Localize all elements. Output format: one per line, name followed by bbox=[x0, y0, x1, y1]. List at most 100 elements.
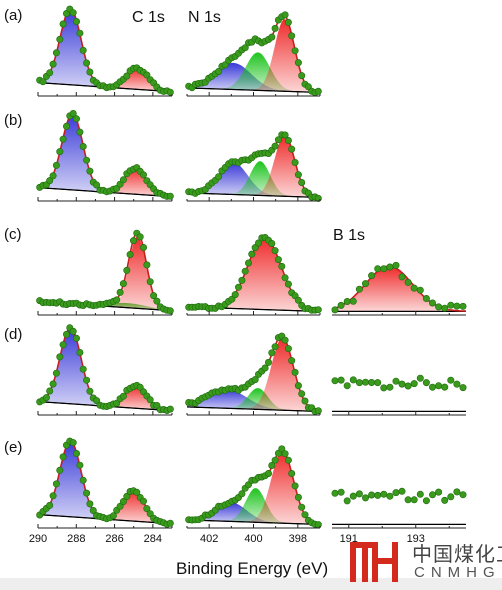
data-point bbox=[123, 72, 131, 80]
data-point bbox=[130, 237, 138, 245]
data-point bbox=[86, 68, 94, 76]
data-point bbox=[361, 280, 369, 288]
data-point bbox=[143, 261, 151, 269]
data-point bbox=[459, 302, 467, 310]
data-point bbox=[380, 384, 388, 392]
data-point bbox=[435, 488, 443, 496]
data-point bbox=[349, 297, 357, 305]
data-point bbox=[435, 303, 443, 311]
data-point bbox=[294, 59, 302, 67]
data-point bbox=[298, 503, 306, 511]
data-point bbox=[46, 387, 54, 395]
panel-e-n1s: 402 400 398 bbox=[185, 445, 322, 545]
data-point bbox=[281, 131, 289, 139]
green-component-peak bbox=[187, 161, 320, 198]
data-point bbox=[39, 78, 47, 86]
data-point bbox=[274, 136, 282, 144]
data-point bbox=[140, 244, 148, 252]
tick-label: 402 bbox=[200, 533, 218, 545]
data-point bbox=[73, 334, 81, 342]
data-point bbox=[268, 349, 276, 357]
data-point bbox=[441, 304, 449, 312]
data-point bbox=[235, 283, 243, 291]
data-point bbox=[116, 502, 124, 510]
data-point bbox=[374, 491, 382, 499]
data-point bbox=[447, 376, 455, 384]
data-point bbox=[79, 476, 87, 484]
green-component-peak bbox=[187, 488, 320, 525]
data-point bbox=[79, 143, 87, 151]
data-point bbox=[238, 276, 246, 284]
data-point bbox=[69, 9, 77, 17]
data-point bbox=[337, 301, 345, 309]
data-point bbox=[86, 500, 94, 508]
red-component-peak bbox=[187, 19, 320, 93]
data-point bbox=[314, 306, 322, 314]
data-point bbox=[76, 29, 84, 37]
data-point bbox=[294, 493, 302, 501]
data-point bbox=[459, 491, 467, 499]
panel-c-n1s bbox=[185, 234, 322, 316]
data-point bbox=[355, 490, 363, 498]
data-point bbox=[49, 492, 57, 500]
row-label: (e) bbox=[4, 439, 22, 456]
data-point bbox=[410, 496, 418, 504]
data-point bbox=[231, 291, 239, 299]
data-point bbox=[143, 71, 151, 79]
panel-b-c1s bbox=[36, 110, 174, 202]
red-component-peak bbox=[187, 451, 320, 525]
watermark-cn-text: 中国煤化工 bbox=[412, 542, 502, 566]
data-point bbox=[298, 179, 306, 187]
data-point bbox=[349, 492, 357, 500]
data-point bbox=[392, 489, 400, 497]
data-point bbox=[146, 278, 154, 286]
data-point bbox=[113, 296, 121, 304]
data-point bbox=[271, 247, 279, 255]
panel-a-n1s bbox=[185, 11, 322, 97]
data-point bbox=[343, 382, 351, 390]
blue-component-peak bbox=[38, 8, 172, 92]
data-point bbox=[392, 261, 400, 269]
data-point bbox=[215, 68, 223, 76]
data-point bbox=[374, 379, 382, 387]
data-point bbox=[291, 482, 299, 490]
data-point bbox=[271, 343, 279, 351]
data-point bbox=[398, 487, 406, 495]
red-component-peak bbox=[38, 167, 172, 197]
baseline-curve bbox=[186, 406, 321, 413]
data-point bbox=[281, 11, 289, 19]
data-point bbox=[404, 278, 412, 286]
data-point bbox=[69, 439, 77, 447]
watermark-logo: 中国煤化工 CNMHG bbox=[348, 536, 502, 586]
data-point bbox=[241, 44, 249, 52]
data-point bbox=[337, 376, 345, 384]
data-point bbox=[116, 288, 124, 296]
data-point bbox=[416, 490, 424, 498]
data-point bbox=[46, 69, 54, 77]
data-point bbox=[69, 110, 77, 118]
red-component-peak bbox=[187, 237, 320, 312]
data-point bbox=[441, 383, 449, 391]
data-point bbox=[298, 390, 306, 398]
data-point bbox=[331, 306, 339, 314]
data-point bbox=[133, 488, 141, 496]
data-point bbox=[416, 286, 424, 294]
data-point bbox=[441, 496, 449, 504]
data-point bbox=[248, 250, 256, 258]
data-point bbox=[119, 280, 127, 288]
data-point bbox=[73, 115, 81, 123]
row-label: (b) bbox=[4, 112, 22, 129]
data-point bbox=[355, 379, 363, 387]
data-point bbox=[143, 505, 151, 513]
data-point bbox=[119, 497, 127, 505]
data-point bbox=[140, 171, 148, 179]
tick-label: 286 bbox=[105, 533, 123, 545]
data-point bbox=[368, 491, 376, 499]
data-point bbox=[386, 263, 394, 271]
data-point bbox=[274, 256, 282, 264]
data-point bbox=[52, 480, 60, 488]
data-point bbox=[291, 368, 299, 376]
data-point bbox=[368, 272, 376, 280]
tick-label: 288 bbox=[67, 533, 85, 545]
data-point bbox=[166, 307, 174, 315]
